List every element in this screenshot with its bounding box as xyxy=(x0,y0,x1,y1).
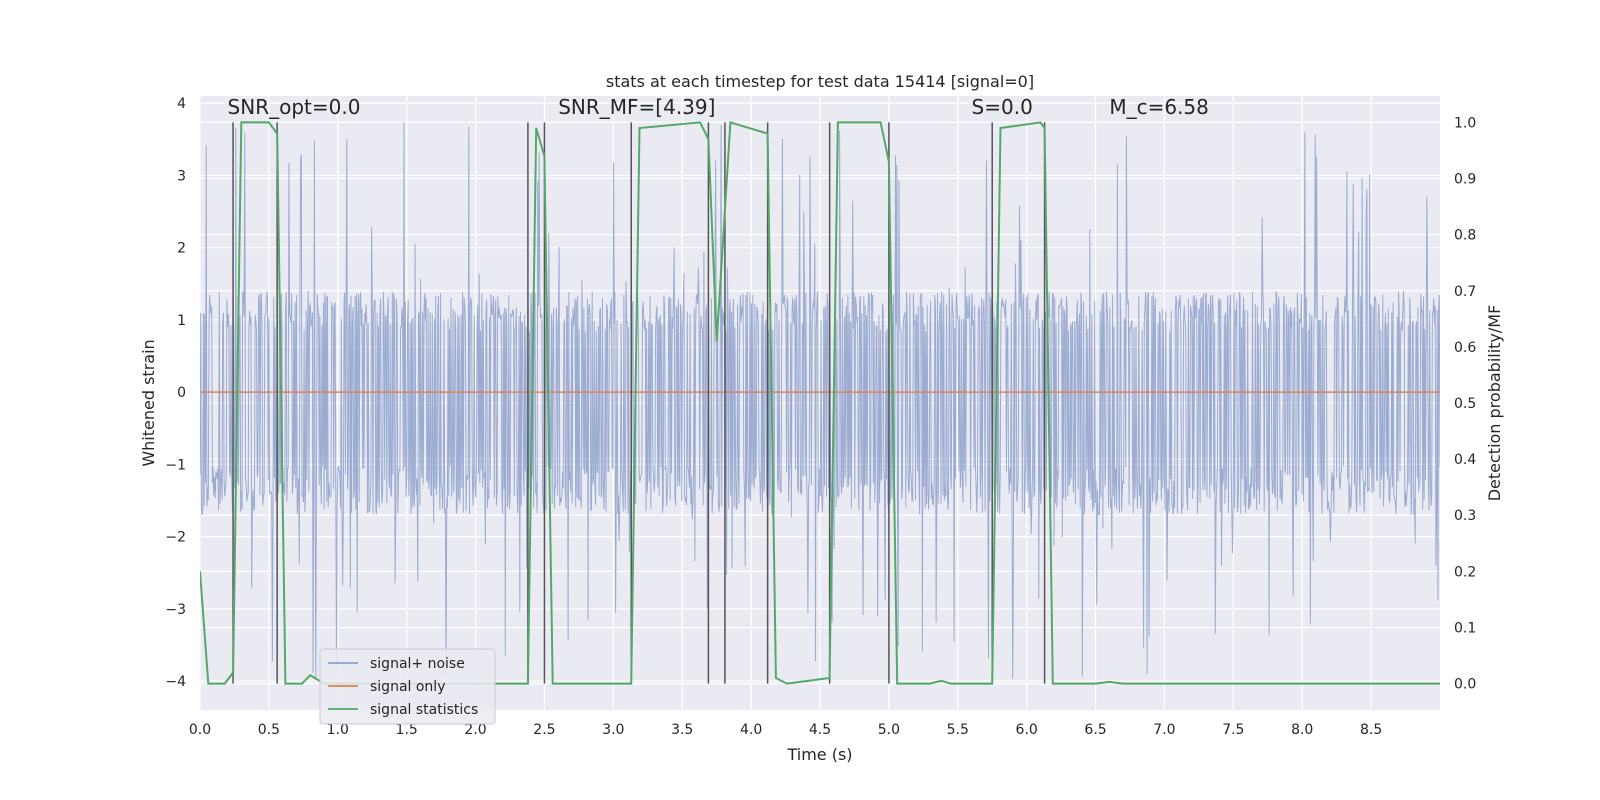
x-tick-label: 1.5 xyxy=(396,722,418,738)
legend-label-signal-statistics: signal statistics xyxy=(370,702,478,718)
annotations: SNR_opt=0.0 SNR_MF=[4.39] S=0.0 M_c=6.58 xyxy=(228,95,1209,119)
y2-tick-label: 0.9 xyxy=(1454,172,1476,188)
y2-tick-label: 0.4 xyxy=(1454,452,1476,468)
x-tick-label: 8.5 xyxy=(1360,722,1382,738)
x-tick-label: 3.0 xyxy=(602,722,624,738)
y-tick-label: 3 xyxy=(177,168,186,184)
annotation: S=0.0 xyxy=(972,95,1033,119)
legend: signal+ noise signal only signal statist… xyxy=(319,648,496,725)
x-tick-label: 8.0 xyxy=(1291,722,1313,738)
y2-tick-label: 0.7 xyxy=(1454,284,1476,300)
y2-tick-label: 0.1 xyxy=(1454,620,1476,636)
y2-tick-label: 1.0 xyxy=(1454,115,1476,131)
x-tick-label: 0.5 xyxy=(258,722,280,738)
y2-tick-labels: 0.0 0.1 0.2 0.3 0.4 0.5 0.6 0.7 0.8 0.9 1.0 xyxy=(1454,115,1476,692)
noise-trace xyxy=(200,122,1440,679)
x-tick-labels: 0.0 0.5 1.0 1.5 2.0 2.5 3.0 3.5 4.0 4.5 5.0 5.5 6.0 6… xyxy=(189,722,1382,738)
series-signal-plus-noise xyxy=(200,122,1440,679)
y2-axis-label: Detection probability/MF xyxy=(1485,305,1504,502)
annotation: SNR_MF=[4.39] xyxy=(558,95,715,119)
y2-tick-label: 0.5 xyxy=(1454,396,1476,412)
legend-label-signal-plus-noise: signal+ noise xyxy=(370,656,465,672)
x-tick-label: 0.0 xyxy=(189,722,211,738)
x-tick-label: 4.5 xyxy=(809,722,831,738)
y-tick-label: −1 xyxy=(165,457,186,473)
x-tick-label: 4.0 xyxy=(740,722,762,738)
x-tick-label: 3.5 xyxy=(671,722,693,738)
y-tick-label: 2 xyxy=(177,241,186,257)
x-tick-label: 7.5 xyxy=(1222,722,1244,738)
y-tick-label: −3 xyxy=(165,602,186,618)
x-tick-label: 2.5 xyxy=(533,722,555,738)
signal-statistics-line xyxy=(200,121,1440,685)
series-signal-statistics xyxy=(200,121,1440,685)
x-tick-label: 5.0 xyxy=(878,722,900,738)
x-tick-label: 5.5 xyxy=(947,722,969,738)
legend-label-signal-only: signal only xyxy=(370,679,445,695)
y2-tick-label: 0.3 xyxy=(1454,508,1476,524)
x-axis-label: Time (s) xyxy=(786,745,852,764)
x-tick-label: 6.5 xyxy=(1084,722,1106,738)
y-tick-label: −4 xyxy=(165,674,186,690)
y-tick-label: 0 xyxy=(177,385,186,401)
x-tick-label: 7.0 xyxy=(1153,722,1175,738)
y2-tick-label: 0.2 xyxy=(1454,564,1476,580)
x-tick-label: 6.0 xyxy=(1016,722,1038,738)
annotation: SNR_opt=0.0 xyxy=(228,95,361,119)
chart-title: stats at each timestep for test data 154… xyxy=(606,72,1034,91)
annotation: M_c=6.58 xyxy=(1109,95,1209,119)
y2-tick-label: 0.6 xyxy=(1454,340,1476,356)
x-tick-label: 2.0 xyxy=(464,722,486,738)
y2-tick-label: 0.0 xyxy=(1454,677,1476,693)
y-tick-labels: −4 −3 −2 −1 0 1 2 3 4 xyxy=(165,96,186,690)
y-tick-label: 1 xyxy=(177,313,186,329)
y-tick-label: 4 xyxy=(177,96,186,112)
x-tick-label: 1.0 xyxy=(327,722,349,738)
y-axis-label: Whitened strain xyxy=(139,339,158,466)
y2-tick-label: 0.8 xyxy=(1454,228,1476,244)
y-tick-label: −2 xyxy=(165,530,186,546)
legend-box xyxy=(319,648,496,725)
